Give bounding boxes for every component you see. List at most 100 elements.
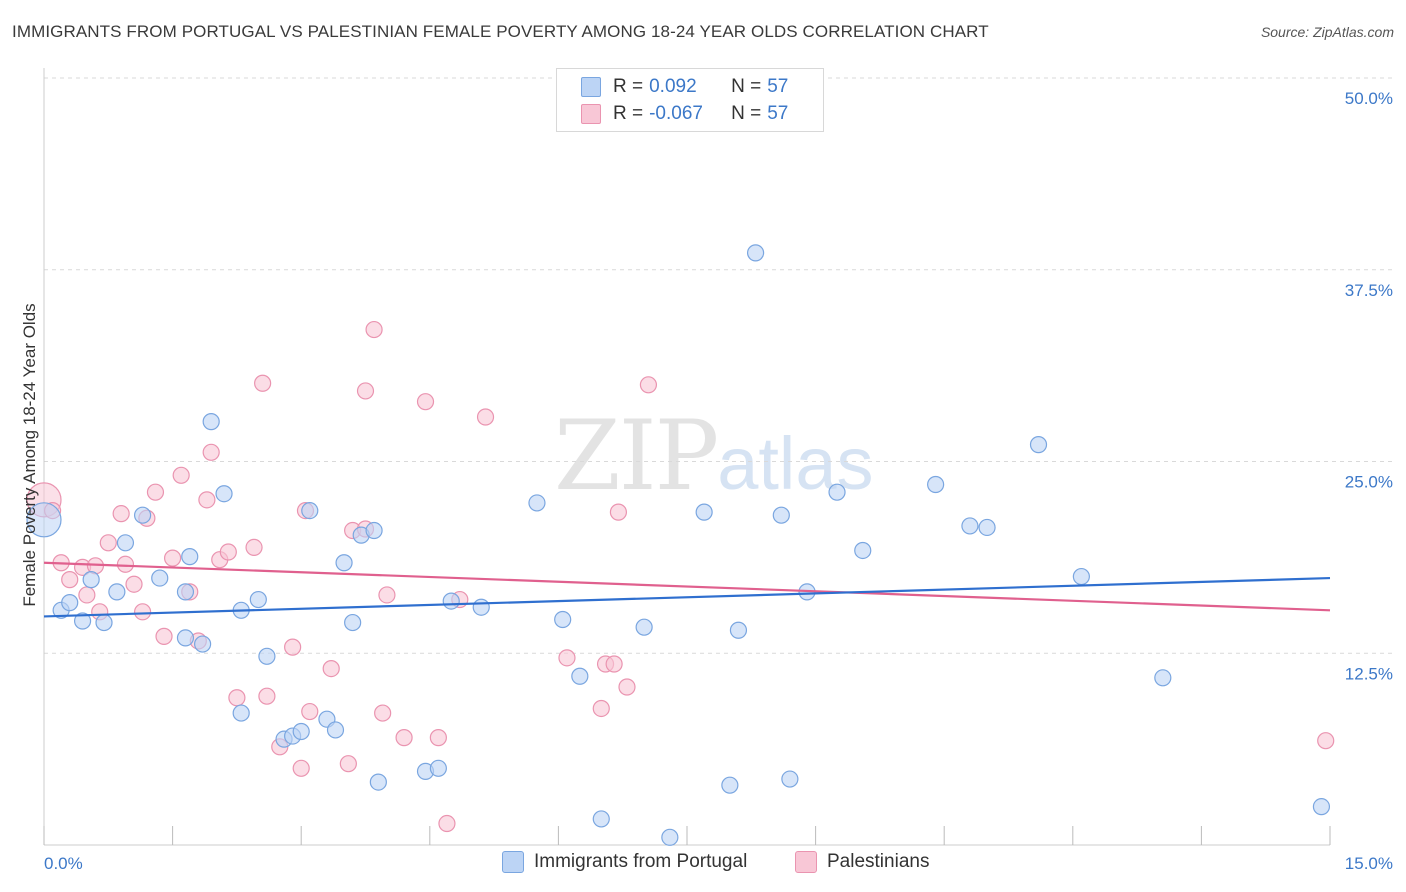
- palestinians-point: [125, 575, 143, 593]
- legend-swatch-palestinians: [581, 104, 601, 124]
- portugal-point: [249, 590, 267, 609]
- tick-labels: 12.5% 25.0% 37.5% 50.0% 0.0% 15.0%: [44, 89, 1393, 873]
- y-axis-label: Female Poverty Among 18-24 Year Olds: [20, 303, 39, 606]
- portugal-point: [1154, 669, 1172, 687]
- portugal-point: [181, 548, 199, 566]
- portugal-point: [1072, 567, 1090, 586]
- portugal-point: [292, 722, 310, 741]
- series-name-palestinians: Palestinians: [827, 851, 930, 872]
- portugal-point: [133, 506, 152, 524]
- portugal-point: [472, 598, 490, 616]
- series-swatch-portugal: [502, 851, 524, 873]
- palestinians-point: [61, 571, 79, 589]
- palestinians-point: [476, 408, 495, 426]
- grid-layer: [44, 77, 1392, 654]
- series-legend-portugal[interactable]: Immigrants from Portugal: [502, 851, 747, 873]
- palestinians-point: [116, 555, 135, 573]
- portugal-point: [661, 828, 679, 846]
- portugal-point: [95, 613, 113, 632]
- portugal-point: [592, 810, 610, 828]
- portugal-point: [176, 629, 195, 647]
- portugal-point: [781, 770, 799, 788]
- portugal-point: [369, 773, 387, 791]
- legend-r-label: R =: [613, 76, 644, 97]
- portugal-point: [258, 647, 276, 665]
- series-swatch-palestinians: [795, 851, 817, 873]
- portugal-point: [695, 503, 713, 521]
- palestinians-point: [429, 729, 447, 747]
- palestinians-point: [146, 483, 165, 501]
- legend-swatch-portugal: [581, 77, 601, 97]
- palestinians-trend-line: [43, 561, 1331, 612]
- portugal-point: [442, 592, 460, 610]
- palestinians-point: [322, 659, 340, 678]
- portugal-point: [772, 506, 790, 524]
- watermark-atlas: atlas: [717, 422, 874, 505]
- portugal-point: [232, 704, 250, 722]
- palestinians-point: [339, 755, 357, 773]
- palestinians-point: [155, 627, 173, 645]
- palestinians-points: [26, 92, 1335, 833]
- palestinians-point: [416, 393, 435, 411]
- portugal-point: [151, 569, 169, 587]
- portugal-point: [326, 721, 345, 739]
- portugal-point: [854, 541, 872, 560]
- portugal-point: [82, 571, 100, 589]
- x-tick-label: 15.0%: [1345, 854, 1393, 873]
- palestinians-point: [292, 759, 310, 777]
- palestinians-point: [219, 543, 237, 561]
- palestinians-point: [245, 538, 263, 557]
- series-legend-palestinians[interactable]: Palestinians: [795, 851, 929, 873]
- palestinians-point: [356, 382, 375, 400]
- portugal-point: [26, 502, 62, 538]
- portugal-point: [1029, 436, 1048, 454]
- portugal-point: [961, 517, 979, 535]
- portugal-point: [344, 613, 362, 632]
- portugal-point: [635, 618, 653, 636]
- watermark-zip: ZIP: [554, 400, 719, 512]
- portugal-points: [26, 244, 1331, 846]
- palestinians-point: [99, 534, 117, 552]
- palestinians-point: [639, 376, 658, 394]
- palestinians-point: [609, 503, 628, 521]
- portugal-point: [194, 635, 212, 653]
- portugal-point: [108, 583, 126, 601]
- source-label: Source: ZipAtlas.com: [1260, 24, 1394, 40]
- correlation-legend: R = 0.092 N = 57 R = -0.067 N = 57: [556, 68, 824, 132]
- portugal-point: [729, 621, 748, 639]
- portugal-trend-line: [43, 576, 1331, 618]
- palestinians-point: [378, 586, 396, 604]
- y-tick-label: 12.5%: [1345, 664, 1393, 683]
- legend-row-portugal: R = 0.092 N = 57: [581, 74, 788, 100]
- palestinians-point: [133, 603, 152, 621]
- portugal-point: [721, 776, 739, 794]
- palestinians-point: [78, 586, 96, 604]
- palestinians-point: [301, 702, 319, 721]
- portugal-point: [978, 518, 996, 537]
- y-tick-label: 25.0%: [1345, 473, 1393, 492]
- palestinians-point: [605, 655, 623, 673]
- palestinians-point: [558, 649, 576, 667]
- palestinians-point: [254, 374, 272, 392]
- portugal-point: [528, 494, 546, 512]
- portugal-point: [73, 612, 92, 630]
- chart-title: IMMIGRANTS FROM PORTUGAL VS PALESTINIAN …: [12, 22, 989, 41]
- palestinians-point: [164, 549, 182, 567]
- palestinians-point: [284, 638, 302, 656]
- palestinians-point: [112, 505, 130, 523]
- palestinians-point: [258, 687, 276, 705]
- portugal-point: [365, 521, 383, 540]
- palestinians-point: [202, 443, 220, 461]
- legend-r-value: 0.092: [649, 76, 697, 97]
- portugal-point: [176, 583, 195, 601]
- palestinians-point: [198, 491, 216, 509]
- portugal-point: [927, 475, 945, 494]
- palestinians-point: [365, 320, 383, 339]
- watermark: ZIPatlas: [554, 400, 874, 512]
- portugal-point: [554, 610, 572, 629]
- legend-n-value: 57: [767, 103, 789, 124]
- portugal-point: [746, 244, 765, 262]
- palestinians-point: [374, 704, 392, 722]
- palestinians-point: [592, 699, 610, 718]
